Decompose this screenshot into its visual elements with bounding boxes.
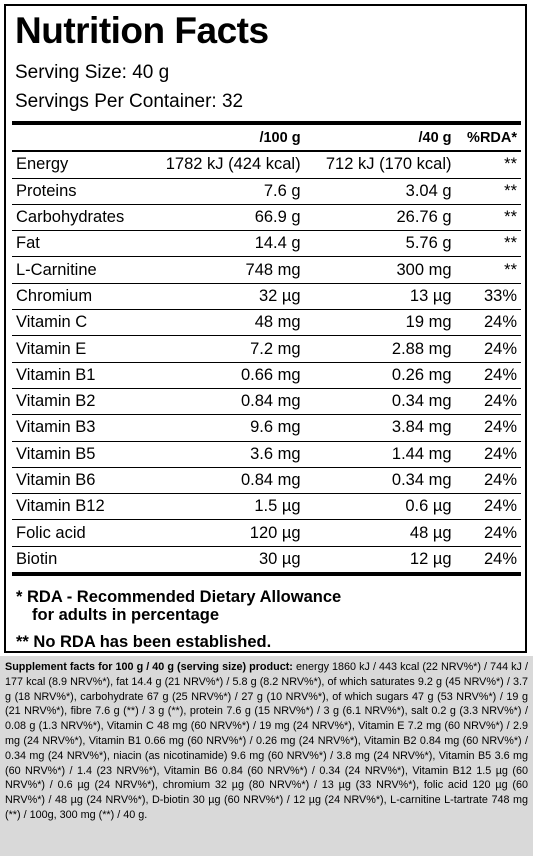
nutrient-value: 0.84 mg (143, 467, 305, 495)
nutrient-row: Biotin 30 µg 12 µg 24% (12, 546, 521, 574)
nutrient-row: Fat 14.4 g 5.76 g ** (12, 230, 521, 258)
nutrient-value: ** (455, 230, 521, 258)
nutrient-value: ** (455, 204, 521, 232)
nutrient-name: Proteins (12, 178, 144, 205)
nutrient-name: Carbohydrates (12, 204, 144, 232)
nutrient-value: 24% (455, 335, 521, 363)
nutrient-row: Vitamin B3 9.6 mg 3.84 mg 24% (12, 414, 521, 442)
no-rda-note: ** No RDA has been established. (16, 633, 272, 651)
nutrient-value: 12 µg (409, 549, 452, 568)
supplement-facts: Supplement facts for 100 g / 40 g (servi… (0, 656, 533, 856)
nutrient-value: 0.26 mg (304, 362, 456, 389)
nutrient-value: 48 mg (143, 309, 305, 337)
nutrient-row: Vitamin B2 0.84 mg 0.34 mg 24% (12, 388, 521, 416)
nutrient-value: 300 mg (304, 256, 456, 284)
nutrient-value: 1782 kJ (424 kcal) (143, 151, 305, 179)
nutrient-row: Vitamin C 48 mg 19 mg 24% (12, 309, 521, 337)
nutrient-value: 66.9 g (143, 204, 305, 232)
column-header: /40 g (304, 123, 456, 153)
nutrient-value: 24% (455, 519, 521, 547)
nutrient-value: 26.76 g (304, 204, 456, 232)
nutrient-row: Energy 1782 kJ (424 kcal) 712 kJ (170 kcal… (12, 151, 521, 179)
servings-per-container: Servings Per Container: 32 (15, 91, 244, 112)
nutrient-row: Vitamin B6 0.84 mg 0.34 mg 24% (12, 467, 521, 495)
nutrient-row: Vitamin E 7.2 mg 2.88 mg 24% (12, 335, 521, 363)
nutrient-row: Vitamin B5 3.6 mg 1.44 mg 24% (12, 441, 521, 468)
column-header: /100 g (143, 123, 305, 153)
nutrient-name: Vitamin B6 (12, 467, 144, 495)
nutrition-table: /100 g/40 g %RDA* Energy 1782 kJ (424 kcal)… (12, 121, 521, 577)
nutrient-row: Vitamin B1 0.66 mg 0.26 mg 24% (12, 362, 521, 389)
nutrient-name: L-Carnitine (12, 256, 144, 284)
nutrient-name: Vitamin B12 (12, 493, 144, 521)
nutrient-value: 13 µg (304, 283, 456, 311)
nutrient-value: 1.44 mg (304, 441, 456, 468)
nutrient-value: 0.84 mg (143, 388, 305, 416)
nutrient-name: Vitamin B2 (12, 388, 144, 416)
nutrient-name: Vitamin C (12, 309, 144, 337)
nutrient-value: ** (455, 256, 521, 284)
nutrient-value: 33% (455, 283, 521, 311)
nutrient-row: Proteins 7.6 g 3.04 g ** (12, 178, 521, 205)
nutrient-value: 14.4 g (143, 230, 305, 258)
column-header: %RDA* (455, 123, 521, 153)
nutrition-label: Nutrition Facts Serving Size: 40 g Servi… (4, 4, 527, 653)
nutrient-name: Vitamin B1 (12, 362, 144, 389)
nutrient-value: 24% (455, 467, 521, 495)
nutrient-value: 5.76 g (304, 230, 456, 258)
nutrient-row: L-Carnitine 748 mg 300 mg ** (12, 256, 521, 284)
nutrient-value: 120 µg (143, 519, 305, 547)
nutrient-value: 3.6 mg (143, 441, 305, 468)
nutrient-value: 32 µg (143, 283, 305, 311)
nutrient-name: Folic acid (12, 519, 144, 547)
nutrient-value: 24% (455, 388, 521, 416)
nutrient-value: 2.88 mg (304, 335, 456, 363)
nutrient-name: Biotin (16, 549, 58, 568)
nutrient-value: 0.6 µg (304, 493, 456, 521)
header-row: /100 g/40 g %RDA* (12, 123, 521, 153)
nutrient-value: 24% (455, 493, 521, 521)
nutrient-value: 3.04 g (304, 178, 456, 205)
nutrient-value: 3.84 mg (304, 414, 456, 442)
nutrient-name: Energy (12, 151, 144, 179)
nutrient-value: 24% (483, 549, 517, 568)
nutrient-value: 712 kJ (170 kcal) (304, 151, 456, 179)
nutrient-value: 9.6 mg (143, 414, 305, 442)
supplement-text: energy 1860 kJ / 443 kcal (22 NRV%*) / 7… (5, 661, 528, 821)
nutrient-value: ** (455, 178, 521, 205)
nutrient-name: Vitamin E (12, 335, 144, 363)
nutrient-value: 0.34 mg (304, 388, 456, 416)
nutrient-name: Fat (12, 230, 144, 258)
nutrient-name: Vitamin B3 (12, 414, 144, 442)
nutrient-row: Carbohydrates 66.9 g 26.76 g ** (12, 204, 521, 232)
nutrient-value: 7.2 mg (143, 335, 305, 363)
nutrient-value: 24% (455, 414, 521, 442)
nutrient-value: 24% (455, 441, 521, 468)
nutrient-value: ** (455, 151, 521, 179)
nutrient-value: 24% (455, 309, 521, 337)
serving-size: Serving Size: 40 g (15, 62, 170, 83)
nutrient-value: 7.6 g (143, 178, 305, 205)
nutrient-name: Chromium (12, 283, 144, 311)
nutrient-value: 748 mg (143, 256, 305, 284)
nutrient-row: Vitamin B12 1.5 µg 0.6 µg 24% (12, 493, 521, 521)
title: Nutrition Facts (15, 10, 269, 51)
nutrient-name: Vitamin B5 (12, 441, 144, 468)
nutrient-value: 24% (455, 362, 521, 389)
nutrient-value: 1.5 µg (143, 493, 305, 521)
rda-note: * RDA - Recommended Dietary Allowance (16, 588, 342, 606)
nutrient-value: 19 mg (304, 309, 456, 337)
nutrient-value: 48 µg (304, 519, 456, 547)
nutrient-row: Folic acid 120 µg 48 µg 24% (12, 519, 521, 547)
nutrient-value: 0.34 mg (304, 467, 456, 495)
nutrient-value: 0.66 mg (143, 362, 305, 389)
rda-detail: for adults in percentage (32, 606, 220, 624)
header-cell (12, 123, 144, 153)
nutrient-value: 30 µg (258, 549, 301, 568)
nutrient-row: Chromium 32 µg 13 µg 33% (12, 283, 521, 311)
supplement-heading: Supplement facts for 100 g / 40 g (servi… (5, 661, 293, 673)
